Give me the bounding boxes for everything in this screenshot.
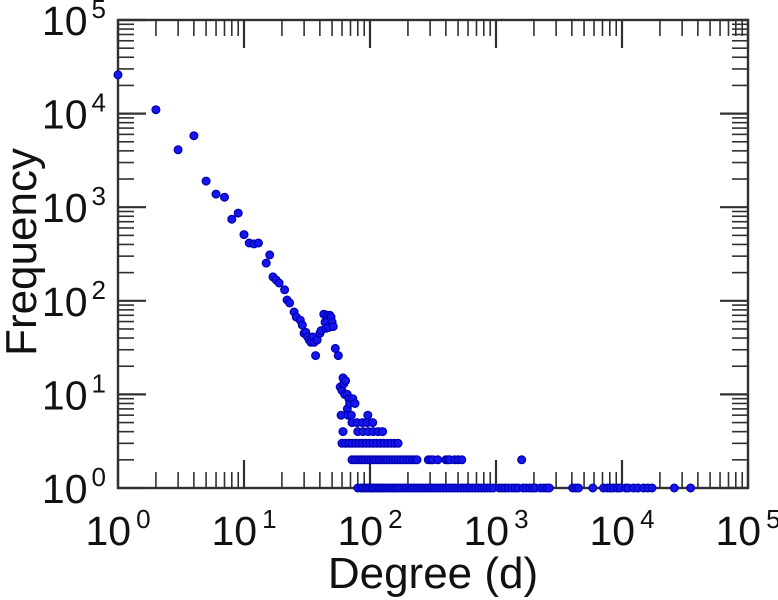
x-tick-label: 10 3 — [463, 504, 528, 554]
data-point — [280, 285, 290, 295]
data-point — [412, 455, 422, 465]
data-point — [588, 483, 598, 493]
data-point — [686, 483, 696, 493]
data-point — [173, 145, 183, 155]
data-point — [457, 455, 467, 465]
y-tick-label: 10 0 — [42, 462, 106, 512]
data-point — [227, 214, 237, 224]
data-point — [265, 250, 275, 260]
data-point — [341, 376, 351, 386]
data-point — [328, 322, 338, 332]
x-tick-label: 10 4 — [589, 504, 654, 554]
data-point — [253, 238, 263, 248]
y-tick-label: 10 1 — [42, 368, 106, 418]
data-point — [378, 427, 388, 437]
data-point — [338, 427, 348, 437]
x-tick-label: 10 5 — [715, 504, 778, 554]
data-point — [346, 410, 356, 420]
data-point — [333, 351, 343, 361]
data-point — [297, 320, 307, 330]
y-tick-label: 10 2 — [42, 275, 106, 325]
data-point — [393, 438, 403, 448]
data-point — [544, 483, 554, 493]
data-point — [189, 131, 199, 141]
data-point — [201, 176, 211, 186]
y-tick-label: 10 5 — [42, 0, 106, 44]
data-point — [573, 483, 583, 493]
y-tick-label: 10 3 — [42, 181, 106, 231]
data-point — [517, 455, 527, 465]
data-point — [647, 483, 657, 493]
data-point — [669, 483, 679, 493]
data-point — [350, 399, 360, 409]
x-tick-label: 10 2 — [337, 504, 402, 554]
data-point — [220, 192, 230, 202]
plot-frame — [116, 18, 750, 490]
data-point — [233, 208, 243, 218]
data-point — [211, 189, 221, 199]
x-tick-label: 10 0 — [85, 504, 150, 554]
y-tick-label: 10 4 — [42, 88, 106, 138]
data-point — [113, 70, 123, 80]
data-point — [274, 278, 284, 288]
data-point — [285, 298, 295, 308]
data-point — [363, 410, 373, 420]
data-point — [433, 455, 443, 465]
data-point — [261, 258, 271, 268]
data-point — [239, 230, 249, 240]
x-tick-label: 10 1 — [211, 504, 276, 554]
x-axis-title: Degree (d) — [328, 549, 538, 598]
data-point — [151, 105, 161, 115]
data-point — [368, 418, 378, 428]
data-point — [311, 351, 321, 361]
y-axis-title: Frequency — [0, 148, 46, 356]
